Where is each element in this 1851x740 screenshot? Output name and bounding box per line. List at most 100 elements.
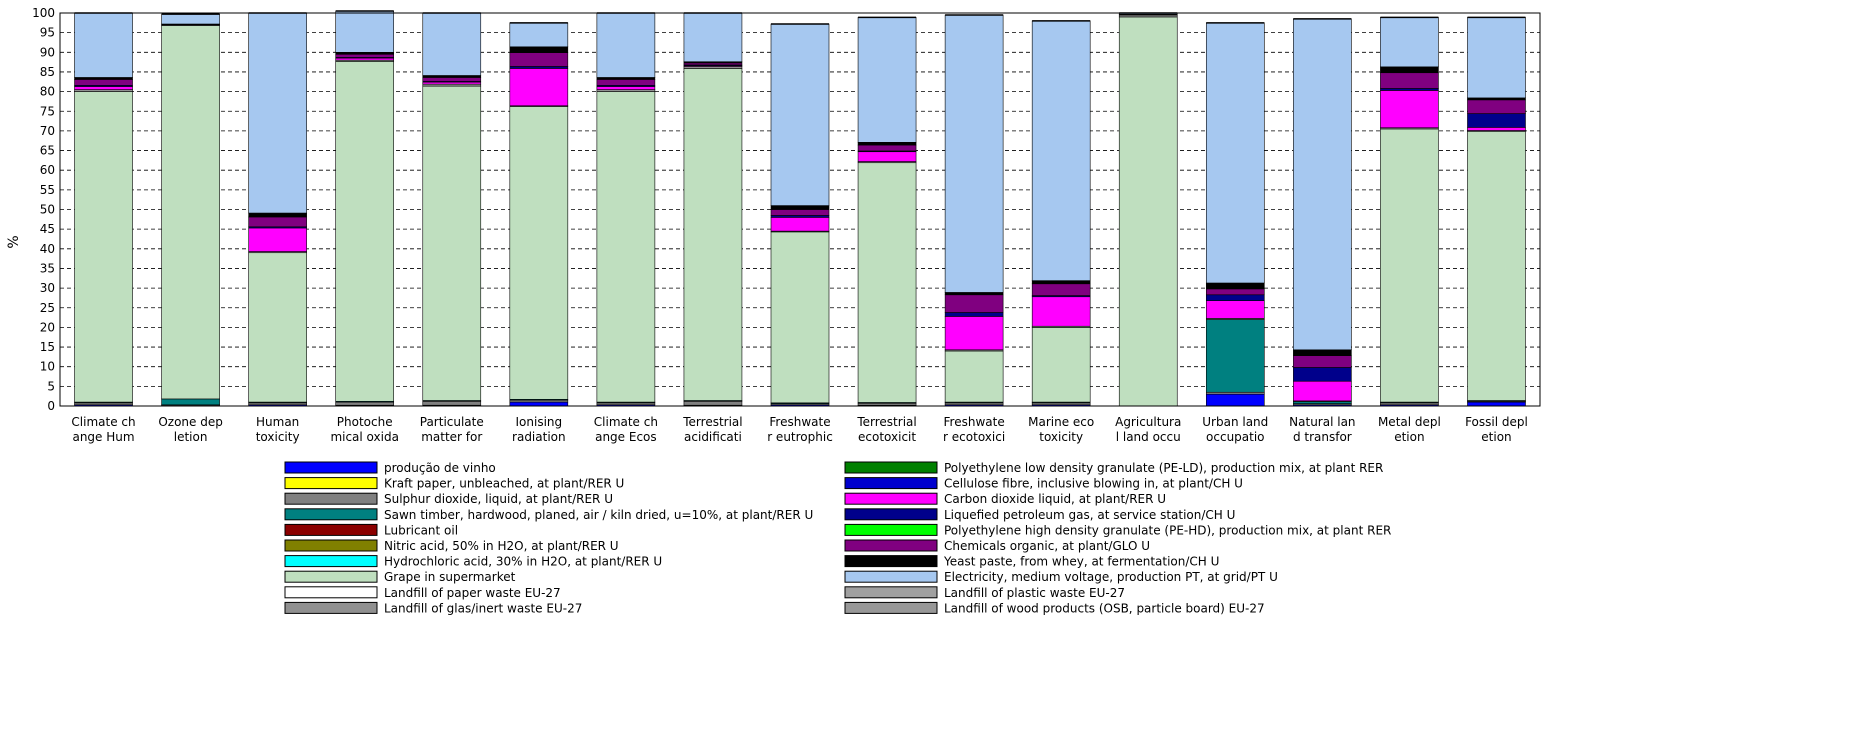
- x-tick-label: matter for: [421, 430, 482, 444]
- x-tick-label: toxicity: [1039, 430, 1083, 444]
- bar-stack: [857, 16, 917, 407]
- bar-stack: [1467, 16, 1526, 407]
- bar-stack: [1293, 18, 1352, 407]
- legend-swatch: [844, 555, 938, 568]
- x-tick-label: Fossil depl: [1465, 415, 1528, 429]
- legend-label: Polyethylene high density granulate (PE-…: [944, 523, 1391, 537]
- bar-segment: [1293, 380, 1352, 402]
- bar-stack: [1118, 12, 1178, 407]
- bar-segment: [422, 400, 482, 406]
- bar-segment: [1380, 72, 1439, 89]
- legend-label: Yeast paste, from whey, at fermentation/…: [943, 555, 1219, 569]
- x-tick-label: mical oxida: [330, 430, 399, 444]
- bar-segment: [857, 17, 917, 143]
- bar-segment: [944, 292, 1004, 296]
- bar-stack: [1031, 20, 1091, 407]
- x-tick-label: Marine eco: [1028, 415, 1094, 429]
- legend-swatch: [844, 477, 938, 490]
- bar-segment: [248, 227, 307, 252]
- legend-swatch: [284, 601, 378, 614]
- bar-segment: [335, 401, 395, 406]
- y-tick-label: 20: [40, 320, 55, 334]
- y-tick-label: 90: [40, 45, 55, 59]
- y-tick-label: 80: [40, 85, 55, 99]
- legend-label: Landfill of plastic waste EU-27: [944, 586, 1125, 600]
- bar-segment: [509, 401, 569, 407]
- y-tick-label: 0: [47, 399, 55, 413]
- legend-swatch: [284, 492, 378, 505]
- y-tick-label: 25: [40, 301, 55, 315]
- bar-segment: [1467, 130, 1526, 401]
- legend-swatch: [284, 586, 378, 599]
- legend-label: Chemicals organic, at plant/GLO U: [944, 539, 1150, 553]
- y-tick-label: 40: [40, 242, 55, 256]
- legend-label: Hydrochloric acid, 30% in H2O, at plant/…: [384, 555, 662, 569]
- legend-swatch: [284, 523, 378, 536]
- legend-swatch: [284, 461, 378, 474]
- legend-label: Electricity, medium voltage, production …: [944, 570, 1278, 584]
- bar-segment: [422, 12, 482, 76]
- bar-segment: [944, 14, 1004, 293]
- x-tick-label: Ionising: [516, 415, 563, 429]
- bar-stack: [1205, 22, 1265, 407]
- y-tick-label: 95: [40, 26, 55, 40]
- legend-swatch: [844, 492, 938, 505]
- bar-segment: [1293, 355, 1352, 368]
- bar-segment: [509, 106, 569, 400]
- bar-segment: [248, 216, 307, 228]
- bar-segment: [1380, 90, 1439, 129]
- legend-swatch: [284, 539, 378, 552]
- bar-segment: [248, 12, 307, 214]
- bar-segment: [509, 52, 569, 67]
- bar-segment: [335, 61, 395, 402]
- legend-swatch: [284, 570, 378, 583]
- bar-segment: [1380, 66, 1439, 74]
- x-tick-label: ecotoxicit: [858, 430, 916, 444]
- bar-segment: [1031, 283, 1091, 296]
- bar-segment: [770, 217, 830, 232]
- bar-segment: [1380, 128, 1439, 403]
- bar-segment: [509, 68, 569, 107]
- axes: [59, 12, 1541, 407]
- legend-label: Grape in supermarket: [384, 570, 516, 584]
- y-tick-label: 15: [40, 340, 55, 354]
- y-tick-label: 10: [40, 360, 55, 374]
- bar-segment: [1205, 393, 1265, 407]
- legend-swatch: [844, 461, 938, 474]
- x-tick-label: l land occu: [1116, 430, 1181, 444]
- bar-segment: [944, 316, 1004, 351]
- bar-segment: [857, 162, 917, 403]
- y-tick-label: 45: [40, 222, 55, 236]
- y-axis-label: %: [6, 235, 22, 248]
- bar-segment: [683, 12, 743, 63]
- bar-segment: [509, 22, 569, 48]
- legend-label: produção de vinho: [384, 461, 496, 475]
- legend-swatch: [844, 523, 938, 536]
- y-tick-label: 65: [40, 144, 55, 158]
- y-tick-label: 100: [32, 6, 55, 20]
- bar-segment: [1205, 282, 1265, 290]
- bar-segment: [596, 79, 656, 86]
- y-tick-label: 70: [40, 124, 55, 138]
- bar-segment: [1031, 20, 1091, 281]
- bar-segment: [596, 12, 656, 78]
- bar-segment: [1293, 349, 1352, 356]
- bar-segment: [422, 85, 482, 401]
- bar-segment: [1467, 127, 1526, 131]
- bar-segment: [683, 400, 743, 406]
- x-tick-label: r ecotoxici: [943, 430, 1005, 444]
- bar-segment: [596, 86, 656, 90]
- bar-segment: [74, 91, 133, 403]
- bar-segment: [335, 10, 395, 53]
- y-tick-label: 30: [40, 281, 55, 295]
- legend-swatch: [284, 508, 378, 521]
- bar-segment: [944, 312, 1004, 317]
- bar-segment: [74, 12, 133, 78]
- bar-segment: [770, 209, 830, 216]
- x-tick-label: Terrestrial: [682, 415, 742, 429]
- bar-segment: [1293, 18, 1352, 351]
- bar-segment: [1031, 327, 1091, 403]
- y-tick-label: 5: [47, 379, 55, 393]
- bar-stack: [248, 12, 307, 407]
